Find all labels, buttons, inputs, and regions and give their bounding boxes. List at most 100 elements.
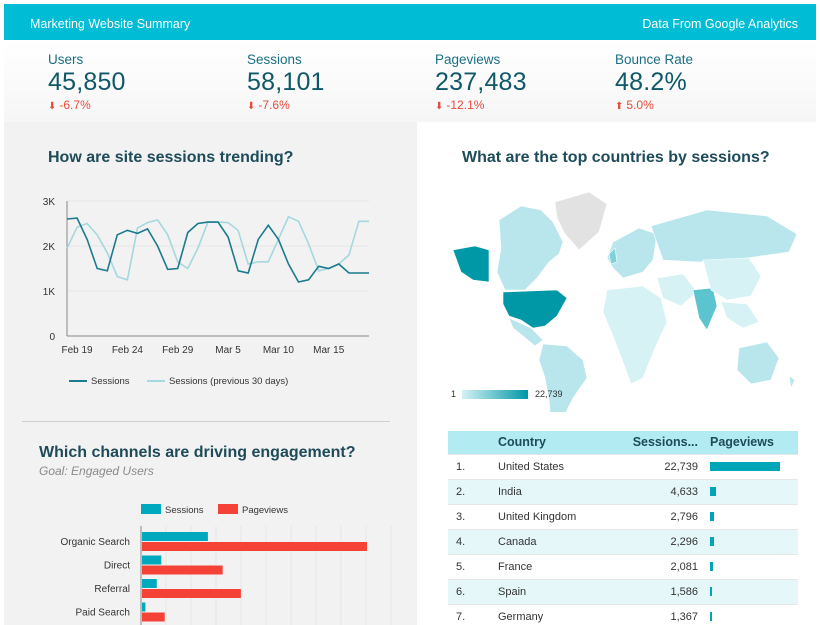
kpi-users[interactable]: Users 45,850 ⬇ -6.7% [48, 52, 126, 112]
map-south-america [538, 343, 588, 412]
kpi-value: 45,850 [48, 68, 126, 96]
table-row[interactable]: 4. Canada 2,296 [448, 528, 798, 554]
table-row[interactable]: 5. France 2,081 [448, 553, 798, 579]
pageviews-bar [710, 462, 780, 472]
arrow-up-icon: ⬆ [615, 101, 624, 112]
kpi-sessions[interactable]: Sessions 58,101 ⬇ -7.6% [247, 52, 325, 112]
channels-category-label: Organic Search [61, 537, 130, 548]
country-name: Canada [498, 528, 623, 554]
channels-category-label: Referral [94, 584, 130, 595]
map-color-scale [462, 390, 528, 399]
sessions-value: 1,586 [623, 578, 708, 604]
table-row[interactable]: 7. Germany 1,367 [448, 603, 798, 625]
sessions-value: 22,739 [623, 453, 708, 479]
map-usa [502, 289, 568, 329]
kpi-bounce-rate[interactable]: Bounce Rate 48.2% ⬆ 5.0% [615, 52, 693, 112]
kpi-label: Bounce Rate [615, 52, 694, 67]
country-name: India [498, 478, 623, 504]
kpi-change-value: -12.1% [446, 98, 485, 112]
channels-bar [142, 602, 146, 612]
kpi-change: ⬆ 5.0% [615, 98, 693, 112]
channels-bar [142, 555, 162, 565]
arrow-down-icon: ⬇ [48, 101, 57, 112]
sessions-value: 4,633 [623, 478, 708, 504]
channels-legend-swatch [218, 504, 238, 514]
pageviews-cell [708, 578, 798, 604]
kpi-value: 48.2% [615, 68, 687, 96]
world-sessions-map[interactable] [417, 122, 816, 412]
left-panel: How are site sessions trending? 0 1K 2K 3K … [4, 122, 417, 625]
pageviews-cell [708, 503, 798, 529]
pageviews-cell [708, 528, 798, 554]
channels-bar [142, 542, 367, 551]
sessions-value: 2,796 [623, 503, 708, 529]
pageviews-cell [708, 478, 798, 504]
trend-y-tick-label: 1K [43, 287, 56, 298]
table-row[interactable]: 6. Spain 1,586 [448, 578, 798, 604]
trend-legend-label: Sessions [91, 376, 130, 387]
pageviews-cell [708, 553, 798, 579]
kpi-change-value: -6.7% [59, 98, 91, 112]
kpi-change-value: -7.6% [258, 98, 290, 112]
column-header-pageviews[interactable]: Pageviews [708, 431, 798, 454]
countries-table: Country Sessions... Pageviews 1. United S… [448, 431, 798, 625]
table-row[interactable]: 1. United States 22,739 [448, 453, 798, 479]
map-new-zealand [788, 375, 796, 389]
arrow-down-icon: ⬇ [435, 101, 444, 112]
pageviews-bar [710, 487, 716, 497]
map-africa [602, 285, 668, 385]
kpi-pageviews[interactable]: Pageviews 237,483 ⬇ -12.1% [435, 52, 527, 112]
table-row[interactable]: 2. India 4,633 [448, 478, 798, 504]
trend-x-tick-label: Mar 10 [263, 345, 295, 356]
row-index: 5. [448, 553, 498, 579]
pageviews-bar [710, 587, 712, 597]
header-bar: Marketing Website Summary Data From Goog… [4, 4, 816, 40]
map-legend-min: 1 [451, 389, 457, 399]
trend-x-tick-label: Feb 19 [61, 345, 93, 356]
channels-legend-label: Pageviews [242, 505, 288, 516]
country-name: United Kingdom [498, 503, 623, 529]
row-index: 6. [448, 578, 498, 604]
row-index: 7. [448, 603, 498, 625]
row-index: 3. [448, 503, 498, 529]
sessions-value: 2,296 [623, 528, 708, 554]
map-india [692, 287, 718, 331]
pageviews-cell [708, 603, 798, 625]
country-name: Spain [498, 578, 623, 604]
map-russia [650, 209, 798, 263]
report-title: Marketing Website Summary [30, 17, 191, 31]
kpi-scorecards: Users 45,850 ⬇ -6.7% Sessions 58,101 ⬇ -7.… [4, 40, 816, 122]
map-greenland [554, 191, 608, 251]
trend-y-tick-label: 2K [43, 242, 56, 253]
column-header-sessions[interactable]: Sessions... [623, 431, 708, 454]
channels-legend-swatch [141, 504, 161, 514]
country-name: United States [498, 453, 623, 479]
country-name: Germany [498, 603, 623, 625]
data-source-label: Data From Google Analytics [642, 17, 798, 31]
row-index: 1. [448, 453, 498, 479]
table-row[interactable]: 3. United Kingdom 2,796 [448, 503, 798, 529]
kpi-value: 58,101 [247, 68, 325, 96]
trend-chart-title: How are site sessions trending? [48, 149, 294, 166]
pageviews-bar [710, 562, 713, 572]
channels-chart-subtitle: Goal: Engaged Users [39, 464, 154, 478]
channels-bar-chart[interactable]: Sessions Pageviews Organic Search Direct Re… [4, 122, 417, 625]
channels-chart-title: Which channels are driving engagement? [39, 444, 356, 461]
arrow-down-icon: ⬇ [247, 101, 256, 112]
row-index: 4. [448, 528, 498, 554]
dashboard-frame: Marketing Website Summary Data From Goog… [4, 4, 816, 625]
kpi-change: ⬇ -7.6% [247, 98, 325, 112]
sessions-trend-chart[interactable]: 0 1K 2K 3K Feb 19 Feb 24 Feb 29 Mar 5 Mar 10 Mar… [4, 122, 417, 412]
kpi-label: Users [48, 52, 84, 67]
map-southeast-asia [720, 301, 760, 329]
trend-y-tick-label: 3K [43, 197, 56, 208]
right-panel: What are the top countries by sessions? [417, 122, 816, 625]
row-index: 2. [448, 478, 498, 504]
channels-bar [142, 589, 241, 598]
trend-legend-label: Sessions (previous 30 days) [169, 376, 288, 387]
pageviews-bar [710, 612, 712, 622]
map-alaska [452, 245, 490, 283]
kpi-change-value: 5.0% [626, 98, 654, 112]
pageviews-cell [708, 453, 798, 479]
column-header-country[interactable]: Country [498, 431, 623, 454]
